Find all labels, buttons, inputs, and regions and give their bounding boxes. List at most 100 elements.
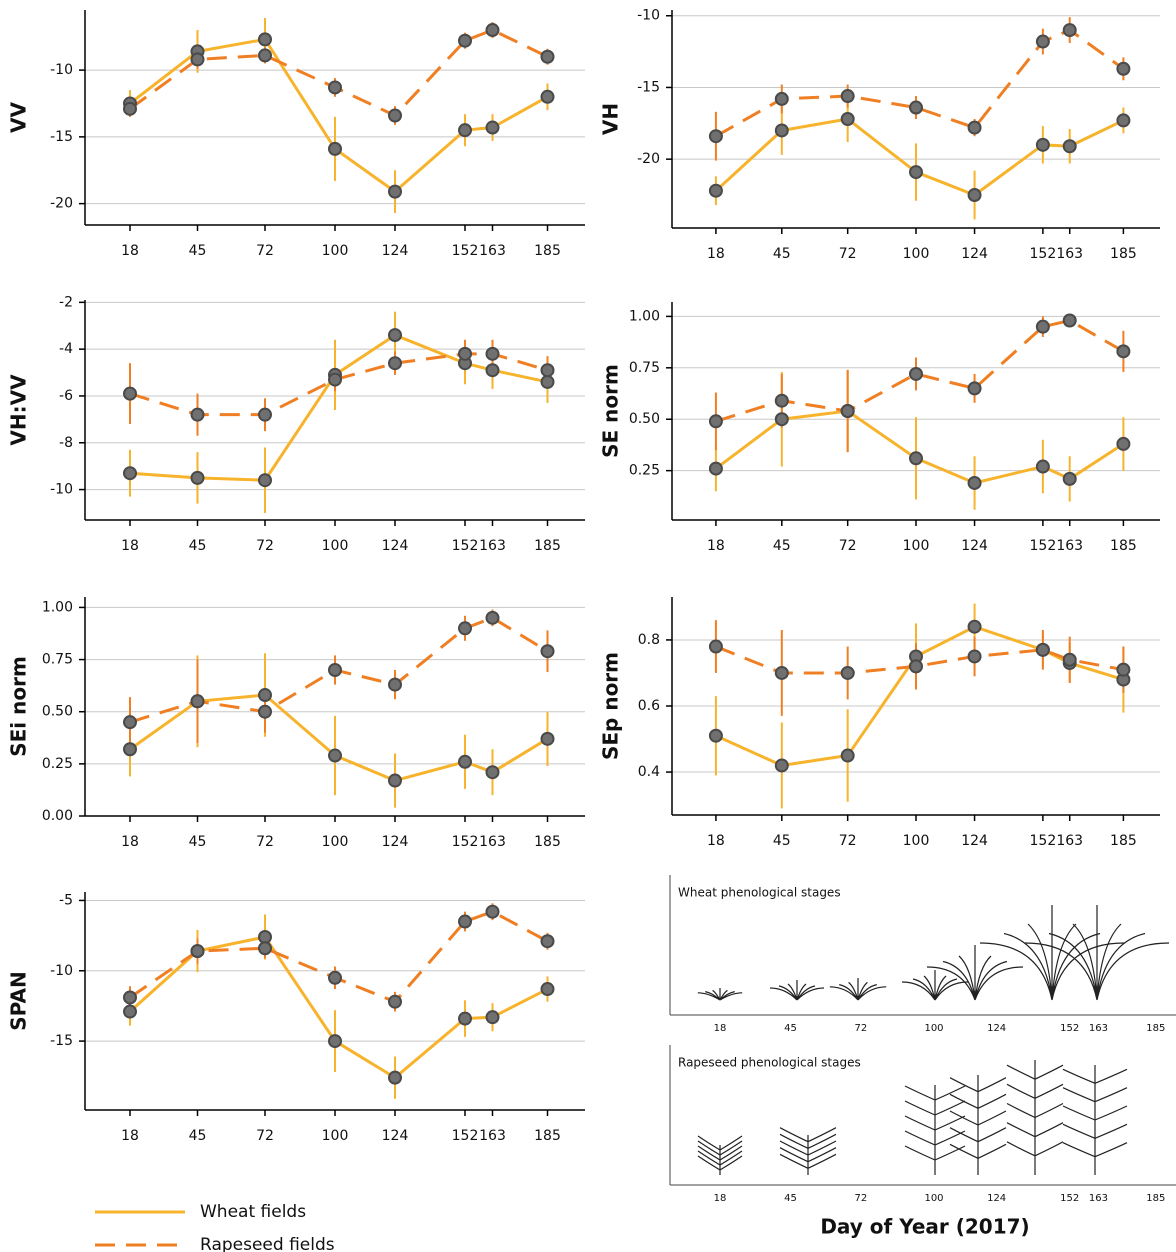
marker [1062,652,1077,667]
x-tick-label: 185 [1110,246,1137,262]
x-tick-label: 45 [773,538,791,554]
wheat-sketch [901,970,969,1001]
marker [967,475,982,490]
y-axis-title: SEi norm [7,656,31,757]
marker [485,1010,500,1025]
marker [485,904,500,919]
marker [1035,642,1050,657]
rapeseed-sketch [1006,1060,1064,1175]
rapeseed-sketch [1062,1065,1128,1175]
marker [123,386,137,401]
series-line [715,28,1125,138]
marker [540,934,555,949]
marker [328,663,342,677]
plant-sketches [697,905,1170,1175]
marker [485,765,500,780]
x-tick-label: 152 [1030,246,1057,262]
marker [388,773,402,788]
x-tick-label: 100 [903,833,930,849]
y-tick-label: 0.75 [42,652,73,668]
rapeseed-sketch [904,1085,966,1175]
y-tick-label: 1.00 [629,308,660,324]
marker [1116,436,1131,451]
marker [458,914,472,929]
marker [909,659,923,674]
marker [458,123,472,138]
rapeseed-sketch [949,1075,1007,1175]
marker [1062,139,1077,154]
x-tick-label: 45 [189,834,207,850]
x-tick-label: 163 [479,538,506,554]
y-tick-label: 1.00 [42,599,73,615]
marker [388,677,402,692]
marker [388,108,402,123]
marker [967,188,982,203]
series-line [129,28,549,118]
x-tick-label: 163 [479,1128,506,1144]
marker [328,141,342,156]
x-tick-label: 100 [924,1193,943,1204]
marker [540,49,555,64]
y-axis-title: VH [599,103,623,135]
marker [540,363,555,378]
x-tick-label: 100 [322,243,349,259]
y-tick-label: 0.4 [638,764,660,780]
marker [485,610,500,625]
x-tick-label: 72 [256,834,274,850]
y-tick-label: 0.00 [42,808,73,824]
marker [708,639,723,654]
x-tick-label: 72 [855,1023,868,1034]
marker [123,715,137,730]
marker [774,665,789,680]
x-tick-label: 72 [855,1193,868,1204]
wheat-sketch [769,980,825,1001]
x-tick-label: 72 [839,538,857,554]
x-tick-label: 18 [121,243,139,259]
y-tick-label: -15 [50,1033,73,1049]
y-axis-title: VH:VV [7,374,31,446]
marker [1116,113,1131,128]
marker [485,23,500,38]
x-tick-label: 185 [534,243,561,259]
marker [840,112,855,126]
series-line [129,616,549,724]
marker [1116,344,1131,359]
y-tick-label: -2 [59,294,73,310]
marker [328,970,342,985]
marker [774,412,789,427]
marker [458,754,472,769]
marker [388,356,402,371]
marker [258,32,272,47]
y-tick-label: -10 [637,8,660,24]
y-tick-label: -15 [50,129,73,145]
marker [1035,34,1050,49]
y-tick-label: -4 [59,341,73,357]
panel-title: Wheat phenological stages [678,886,841,900]
wheat-sketch [829,978,887,1001]
x-tick-label: 45 [773,833,791,849]
y-axis-title: SPAN [7,971,31,1030]
y-tick-label: -8 [59,435,73,451]
marker [388,328,402,343]
marker [909,100,923,115]
marker [708,183,723,198]
x-tick-label: 152 [452,538,479,554]
x-tick-label: 45 [189,538,207,554]
series-line [129,693,549,783]
marker [458,33,472,48]
marker [258,48,272,63]
marker [540,982,555,997]
y-tick-label: -6 [59,388,73,404]
x-tick-label: 152 [1060,1193,1079,1204]
marker [388,1070,402,1085]
marker [123,742,137,757]
marker [1062,313,1077,328]
series-line [129,333,548,482]
y-tick-label: 0.50 [629,411,660,427]
x-tick-label: 100 [924,1023,943,1034]
x-tick-label: 18 [714,1023,727,1034]
x-tick-label: 185 [534,538,561,554]
marker [840,404,855,418]
marker [967,381,982,396]
